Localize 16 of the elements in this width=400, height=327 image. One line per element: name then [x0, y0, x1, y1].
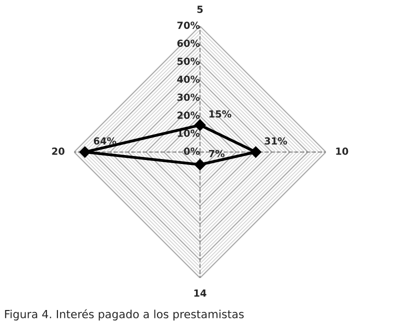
y-tick-label: 50%	[177, 58, 200, 65]
y-tick-label: 0%	[184, 148, 200, 155]
text: Figura 4. Interés pagado a los prestamistas	[5, 309, 244, 320]
y-tick-label: 20%	[178, 112, 200, 119]
y-tick-label: 40%	[177, 76, 200, 83]
data-label: 7%	[208, 150, 225, 158]
spoke-label: 10	[336, 148, 348, 155]
data-label: 64%	[94, 137, 116, 145]
spoke-label: 14	[194, 290, 206, 297]
y-tick-label: 30%	[177, 94, 200, 101]
data-label: 31%	[264, 137, 288, 145]
spoke-label: 5	[197, 6, 203, 14]
data-label: 15%	[209, 110, 232, 118]
y-tick-label: 70%	[177, 22, 200, 29]
y-tick-label: 60%	[177, 40, 200, 47]
spoke-label: 20	[52, 148, 64, 155]
